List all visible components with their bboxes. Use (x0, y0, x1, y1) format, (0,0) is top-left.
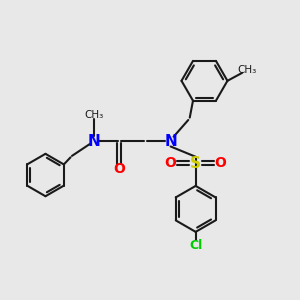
Text: N: N (88, 134, 100, 149)
Text: N: N (164, 134, 177, 149)
Text: CH₃: CH₃ (237, 65, 256, 76)
Text: O: O (113, 162, 125, 176)
Text: O: O (215, 156, 226, 170)
Text: CH₃: CH₃ (84, 110, 104, 120)
Text: O: O (165, 156, 176, 170)
Text: S: S (190, 156, 201, 171)
Text: Cl: Cl (189, 239, 202, 252)
